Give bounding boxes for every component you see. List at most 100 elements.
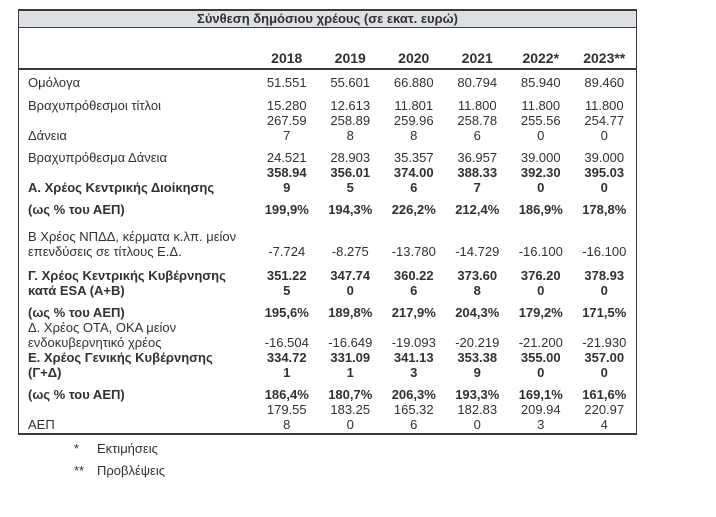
row-value: 347.74 0 [330, 268, 371, 298]
row-value: 12.613 [330, 98, 371, 113]
row-value: 353.38 9 [457, 350, 498, 380]
row-value: -21.930 [582, 335, 627, 350]
table-header-row: 2018 2019 2020 2021 2022* 2023** [19, 28, 636, 70]
row-label: Δ. Χρέος ΟΤΑ, ΟΚΑ μείον ενδοκυβερνητικό … [28, 320, 177, 350]
row-value: 36.957 [457, 150, 498, 165]
row-value: 204,3% [455, 305, 500, 320]
row-value: 217,9% [391, 305, 436, 320]
row-value: 199,9% [264, 202, 309, 217]
row-label: (ως % του ΑΕΠ) [28, 305, 125, 320]
table-row: Α. Χρέος Κεντρικής Διοίκησης 358.94 9 35… [19, 165, 636, 195]
row-label: (ως % του ΑΕΠ) [28, 202, 125, 217]
table-body: Ομόλογα 51.551 55.601 66.880 80.794 85.9… [19, 75, 636, 433]
row-label: Ομόλογα [28, 75, 81, 90]
row-value: 11.801 [394, 98, 434, 113]
table-row: Δ. Χρέος ΟΤΑ, ΟΚΑ μείον ενδοκυβερνητικό … [19, 320, 636, 350]
row-label: ΑΕΠ [28, 417, 55, 432]
row-value: 378.93 0 [584, 268, 625, 298]
row-value: 11.800 [521, 98, 561, 113]
row-label: Β Χρέος ΝΠΔΔ, κέρματα κ.λπ. μείον επενδύ… [28, 229, 237, 259]
row-value: -16.504 [264, 335, 309, 350]
footnote-marker: ** [74, 463, 85, 478]
row-value: 388.33 7 [457, 165, 498, 195]
year-column-header: 2021 [461, 50, 493, 66]
row-value: -16.100 [518, 244, 563, 259]
row-label: Α. Χρέος Κεντρικής Διοίκησης [28, 180, 215, 195]
row-value: 258.78 6 [457, 113, 498, 143]
row-value: 373.60 8 [457, 268, 498, 298]
row-value: 180,7% [328, 387, 373, 402]
row-value: 220.97 4 [584, 402, 625, 432]
row-value: -20.219 [455, 335, 500, 350]
row-value: 55.601 [330, 75, 371, 90]
row-value: 39.000 [520, 150, 561, 165]
row-value: 395.03 0 [584, 165, 625, 195]
row-value: 374.00 6 [393, 165, 434, 195]
table-row: Γ. Χρέος Κεντρικής Κυβέρνησης κατά ESA (… [19, 268, 636, 298]
row-value: -16.649 [328, 335, 373, 350]
table-row: Δάνεια 267.59 7 258.89 8 259.96 8 258.78… [19, 113, 636, 143]
row-value: 24.521 [266, 150, 307, 165]
row-value: 161,6% [582, 387, 627, 402]
row-value: 66.880 [393, 75, 434, 90]
row-value: 51.551 [266, 75, 307, 90]
row-value: -13.780 [391, 244, 436, 259]
year-column-header: 2023** [583, 50, 626, 66]
row-value: 258.89 8 [330, 113, 371, 143]
row-value: 178,8% [582, 202, 627, 217]
row-value: 28.903 [330, 150, 371, 165]
row-value: 35.357 [393, 150, 434, 165]
row-value: 360.22 6 [393, 268, 434, 298]
row-value: 331.09 1 [330, 350, 371, 380]
table-row: (ως % του ΑΕΠ) 199,9% 194,3% 226,2% 212,… [19, 202, 636, 217]
table-row: Βραχυπρόθεσμα Δάνεια 24.521 28.903 35.35… [19, 150, 636, 165]
row-label: (ως % του ΑΕΠ) [28, 387, 125, 402]
row-value: 183.25 0 [330, 402, 371, 432]
row-value: -19.093 [391, 335, 436, 350]
row-value: 357.00 0 [584, 350, 625, 380]
row-value: 80.794 [457, 75, 498, 90]
table-row: Βραχυπρόθεσμοι τίτλοι 15.280 12.613 11.8… [19, 98, 636, 113]
row-value: 255.56 0 [520, 113, 561, 143]
row-value: 15.280 [266, 98, 307, 113]
table-row: (ως % του ΑΕΠ) 186,4% 180,7% 206,3% 193,… [19, 387, 636, 402]
footnote-forecasts: ** Προβλέψεις [74, 463, 165, 478]
row-value: -21.200 [518, 335, 563, 350]
year-column-header: 2020 [398, 50, 430, 66]
table-row: Β Χρέος ΝΠΔΔ, κέρματα κ.λπ. μείον επενδύ… [19, 229, 636, 259]
row-value: 89.460 [584, 75, 625, 90]
row-label: Ε. Χρέος Γενικής Κυβέρνησης (Γ+Δ) [28, 350, 213, 380]
row-value: 186,9% [518, 202, 563, 217]
table-row: ΑΕΠ 179.55 8 183.25 0 165.32 6 182.83 0 … [19, 402, 636, 432]
public-debt-table: Σύνθεση δημόσιου χρέους (σε εκατ. ευρώ) … [18, 9, 637, 435]
row-value: 11.800 [457, 98, 497, 113]
row-value: 11.800 [584, 98, 624, 113]
year-column-header: 2019 [334, 50, 366, 66]
row-value: 356.01 5 [330, 165, 371, 195]
row-value: 254.77 0 [584, 113, 625, 143]
row-value: 179.55 8 [266, 402, 307, 432]
row-value: 226,2% [391, 202, 436, 217]
row-label: Γ. Χρέος Κεντρικής Κυβέρνησης κατά ESA (… [28, 268, 226, 298]
footnote-text: Εκτιμήσεις [97, 441, 158, 456]
row-value: 186,4% [264, 387, 309, 402]
table-title: Σύνθεση δημόσιου χρέους (σε εκατ. ευρώ) [19, 11, 636, 28]
row-value: 169,1% [518, 387, 563, 402]
row-value: 165.32 6 [393, 402, 434, 432]
footnote-text: Προβλέψεις [97, 463, 166, 478]
row-value: 351.22 5 [266, 268, 307, 298]
row-value: -14.729 [455, 244, 500, 259]
row-value: -16.100 [582, 244, 627, 259]
row-value: 85.940 [520, 75, 561, 90]
row-value: 182.83 0 [457, 402, 498, 432]
row-value: 358.94 9 [266, 165, 307, 195]
row-value: 179,2% [518, 305, 563, 320]
table-row: Ομόλογα 51.551 55.601 66.880 80.794 85.9… [19, 75, 636, 90]
footnotes: * Εκτιμήσεις ** Προβλέψεις [74, 441, 165, 485]
row-value: 259.96 8 [393, 113, 434, 143]
row-value: 334.72 1 [266, 350, 307, 380]
row-label: Βραχυπρόθεσμοι τίτλοι [28, 98, 161, 113]
row-label: Βραχυπρόθεσμα Δάνεια [28, 150, 167, 165]
year-column-header: 2018 [271, 50, 303, 66]
